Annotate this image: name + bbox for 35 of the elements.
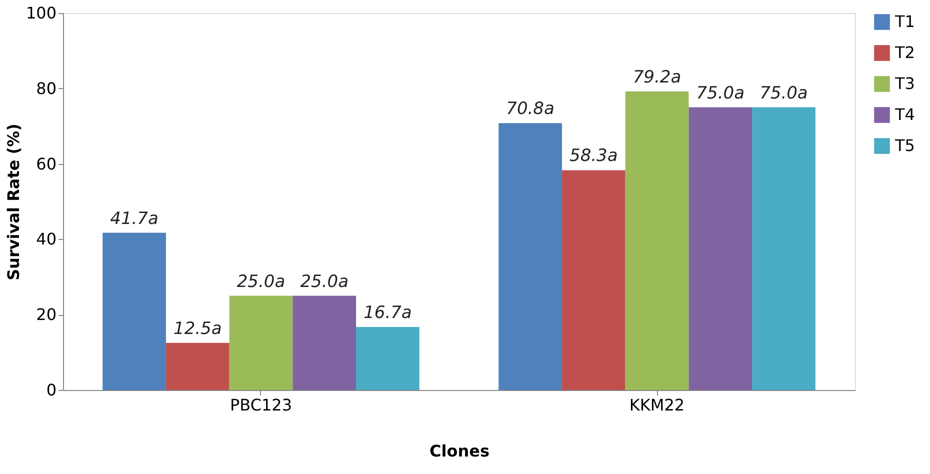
y-tick-label: 0 xyxy=(46,380,56,400)
data-label: 58.3a xyxy=(570,146,618,166)
data-label: 16.7a xyxy=(364,303,412,324)
data-label: 70.8a xyxy=(506,99,554,120)
x-axis-title: Clones xyxy=(430,442,490,460)
legend-label: T5 xyxy=(894,136,915,155)
y-tick-label: 80 xyxy=(36,78,56,98)
bar xyxy=(562,170,626,390)
bar xyxy=(166,342,230,390)
data-label: 79.2a xyxy=(632,67,682,88)
data-label: 25.0a xyxy=(236,272,286,292)
bar xyxy=(292,296,356,390)
bar xyxy=(498,123,562,390)
legend-label: T1 xyxy=(894,12,915,31)
bar xyxy=(688,107,752,390)
x-tick-label: KKM22 xyxy=(629,396,685,414)
legend-label: T4 xyxy=(894,105,915,124)
y-tick-label: 20 xyxy=(36,305,56,324)
y-tick-label: 100 xyxy=(26,4,56,22)
data-label: 75.0a xyxy=(760,83,808,104)
data-label: 41.7a xyxy=(110,208,158,229)
bar xyxy=(229,296,293,390)
data-label: 75.0a xyxy=(696,83,744,104)
legend-label: T2 xyxy=(894,43,915,62)
x-tick-label: PBC123 xyxy=(230,396,292,414)
y-tick-label: 40 xyxy=(36,230,56,249)
data-label: 12.5a xyxy=(174,318,222,339)
bar xyxy=(356,327,420,390)
bar xyxy=(752,107,816,390)
y-tick-label: 60 xyxy=(36,154,56,174)
legend-label: T3 xyxy=(894,74,915,93)
y-axis-title: Survival Rate (%) xyxy=(4,124,23,280)
bar xyxy=(102,232,166,390)
bar xyxy=(625,91,689,390)
data-label: 25.0a xyxy=(300,272,348,292)
